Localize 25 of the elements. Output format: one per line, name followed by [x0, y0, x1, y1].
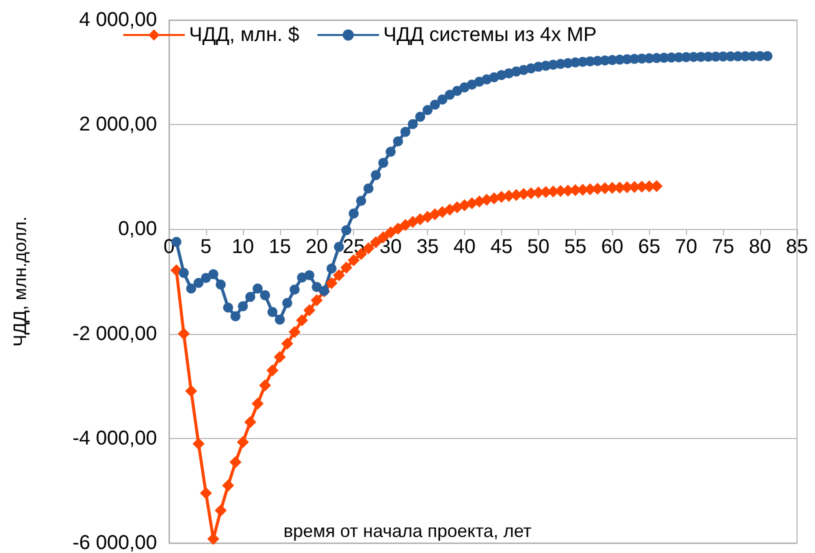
x-tick-label: 45 — [490, 236, 513, 258]
x-tick-label: 35 — [416, 236, 439, 258]
x-tick-label: 50 — [527, 236, 550, 258]
x-tick-label: 15 — [268, 236, 291, 258]
y-axis-title: ЧДД, млн.долл. — [10, 216, 30, 347]
y-tick-label: 0,00 — [118, 218, 157, 240]
x-tick-label: 60 — [601, 236, 624, 258]
legend-label: ЧДД системы из 4х МР — [383, 24, 597, 46]
y-tick-label: -2 000,00 — [72, 322, 157, 345]
legend-label: ЧДД, млн. $ — [189, 24, 300, 46]
y-tick-label: -6 000,00 — [72, 532, 157, 553]
x-tick-label: 85 — [786, 236, 808, 258]
y-tick-label: 4 000,00 — [79, 9, 157, 31]
x-tick-label: 55 — [564, 236, 586, 258]
x-axis-title: время от начала проекта, лет — [283, 521, 532, 541]
x-tick-label: 20 — [306, 236, 328, 258]
x-tick-label: 65 — [638, 236, 660, 258]
x-tick-label: 40 — [453, 236, 476, 258]
y-tick-label: -4 000,00 — [72, 427, 157, 450]
x-tick-label: 80 — [748, 236, 772, 258]
x-tick-label: 70 — [675, 236, 698, 258]
y-tick-label: 2 000,00 — [79, 114, 157, 136]
x-tick-label: 75 — [712, 236, 734, 258]
x-tick-label: 10 — [232, 236, 254, 258]
x-tick-label: 5 — [200, 236, 212, 258]
